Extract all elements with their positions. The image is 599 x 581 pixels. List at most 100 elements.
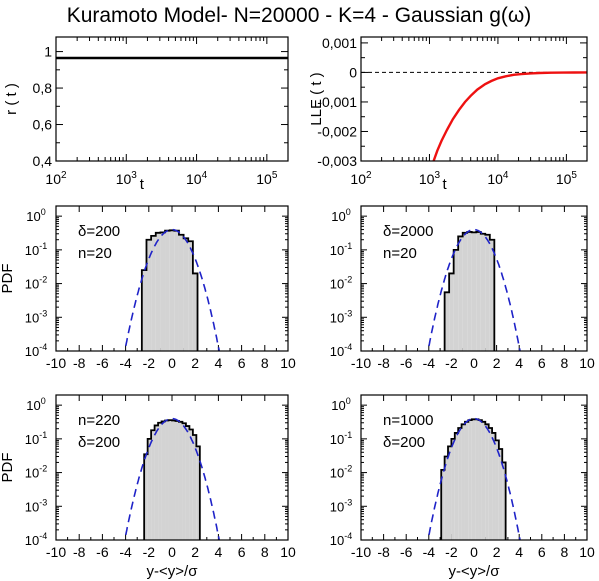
y-tick-label: 10-2 <box>330 275 352 292</box>
x-tick-label: 0 <box>168 355 176 371</box>
y-tick-label: 100 <box>26 207 45 224</box>
x-tick-label: -8 <box>377 544 390 560</box>
plot-frame <box>55 205 289 352</box>
plot-area-pdf2 <box>427 228 521 351</box>
x-tick-label: 4 <box>215 544 223 560</box>
x-tick-label: 4 <box>515 544 523 560</box>
y-tick-label: 100 <box>331 396 350 413</box>
histogram-bar <box>471 232 477 351</box>
x-tick-label: 6 <box>538 355 546 371</box>
histogram-bar <box>182 423 186 540</box>
histogram-bar <box>158 422 162 540</box>
histogram-outline <box>140 229 199 351</box>
annotation-label: n=1000 <box>383 412 433 429</box>
histogram-bar <box>476 231 481 351</box>
x-tick-label: -2 <box>143 355 156 371</box>
histogram-bar <box>165 420 169 540</box>
x-tick-label: 6 <box>538 544 546 560</box>
x-tick-label: 10 <box>280 544 296 560</box>
histogram-bar <box>147 438 152 540</box>
x-tick-label: 6 <box>238 544 246 560</box>
histogram-bar <box>141 270 147 351</box>
x-tick-label: 4 <box>515 355 523 371</box>
x-axis-label: y-<y>/σ <box>147 563 199 580</box>
histogram-bar <box>498 449 503 540</box>
x-tick-label: 2 <box>493 355 501 371</box>
x-tick-label: -10 <box>351 355 371 371</box>
x-tick-label: -6 <box>400 544 413 560</box>
x-tick-label: 10 <box>579 355 595 371</box>
x-tick-label: -6 <box>96 544 109 560</box>
x-tick-label: 8 <box>261 544 269 560</box>
x-tick-label: 8 <box>561 355 569 371</box>
plot-frame <box>55 394 289 541</box>
histogram-outline <box>440 418 507 540</box>
histogram-bar <box>441 469 445 540</box>
x-tick-label: -6 <box>400 355 413 371</box>
histogram-bar <box>481 421 486 540</box>
x-tick-label: 104 <box>186 170 208 187</box>
plot-frame <box>55 36 289 162</box>
annotation-label: δ=2000 <box>383 223 433 240</box>
y-tick-label: -0,002 <box>317 123 357 139</box>
x-tick-label: 102 <box>350 170 372 187</box>
y-tick-label: 10-2 <box>25 275 47 292</box>
histogram-bar <box>478 420 482 540</box>
histogram-bar <box>168 420 172 540</box>
gaussian-fit-line <box>123 417 221 540</box>
histogram-outline <box>443 231 496 351</box>
histogram-bar <box>144 454 148 540</box>
histogram-bar <box>155 232 161 351</box>
histogram-bar <box>449 273 454 351</box>
x-tick-label: 8 <box>561 544 569 560</box>
histogram-bar <box>192 435 197 540</box>
gaussian-fit-line <box>123 228 221 351</box>
panel-pdf4: -10 -8 -6 -4 -2 0 2 4 6 8 10 10-4 10-3 10-2 10-1 100 n=1… <box>330 394 595 580</box>
x-tick-label: 10 <box>280 355 296 371</box>
figure-title: Kuramoto Model- N=20000 - K=4 - Gaussian… <box>67 4 532 27</box>
histogram-bar <box>192 273 198 351</box>
histogram-bar <box>183 238 189 351</box>
y-tick-label: 10-3 <box>25 308 47 325</box>
histogram-bar <box>444 292 450 351</box>
y-tick-label: 10-1 <box>25 430 47 447</box>
x-tick-label: -4 <box>119 544 132 560</box>
plot-frame <box>360 36 588 162</box>
histogram-bar <box>174 230 179 351</box>
histogram-bar <box>489 239 495 351</box>
x-tick-label: -2 <box>445 544 458 560</box>
x-tick-label: 10 <box>579 544 595 560</box>
y-tick-label: 10-4 <box>25 342 47 359</box>
histogram-bar <box>495 440 499 540</box>
annotation-label: δ=200 <box>78 434 120 451</box>
x-tick-label: -4 <box>423 355 436 371</box>
y-tick-label: 10-1 <box>330 241 352 258</box>
annotation-label: δ=200 <box>78 223 120 240</box>
x-tick-label: -10 <box>351 544 371 560</box>
y-tick-label: 10-4 <box>330 342 352 359</box>
x-tick-label: -6 <box>96 355 109 371</box>
panel-pdf3: -10 -8 -6 -4 -2 0 2 4 6 8 10 10-4 10-3 10-2 10-1 100 n=2… <box>0 394 296 580</box>
y-tick-label: 0,6 <box>33 117 53 133</box>
y-tick-label: 10-3 <box>330 497 352 514</box>
histogram-bar <box>468 420 472 540</box>
histogram-bar <box>444 456 449 540</box>
histogram-bar <box>480 233 486 351</box>
histogram-bar <box>471 419 476 540</box>
x-tick-label: -8 <box>73 544 86 560</box>
x-axis-label: y-<y>/σ <box>449 563 501 580</box>
histogram-bar <box>165 230 170 351</box>
histogram-bar <box>458 236 463 351</box>
y-tick-label: 10-4 <box>330 531 352 548</box>
histogram-bar <box>464 421 469 540</box>
x-tick-label: 103 <box>419 170 441 187</box>
x-tick-label: 8 <box>261 355 269 371</box>
panel-pdf2: -10 -8 -6 -4 -2 0 2 4 6 8 10 10-4 10-3 10-2 10-1 100 δ=2… <box>330 205 595 371</box>
x-tick-label: 103 <box>116 170 138 187</box>
histogram-bar <box>502 462 506 540</box>
y-tick-label: 10-2 <box>25 464 47 481</box>
histogram-bar <box>485 234 490 351</box>
histogram-bar <box>448 446 452 540</box>
histogram-bar <box>169 230 175 351</box>
x-axis-label: t <box>140 176 145 193</box>
